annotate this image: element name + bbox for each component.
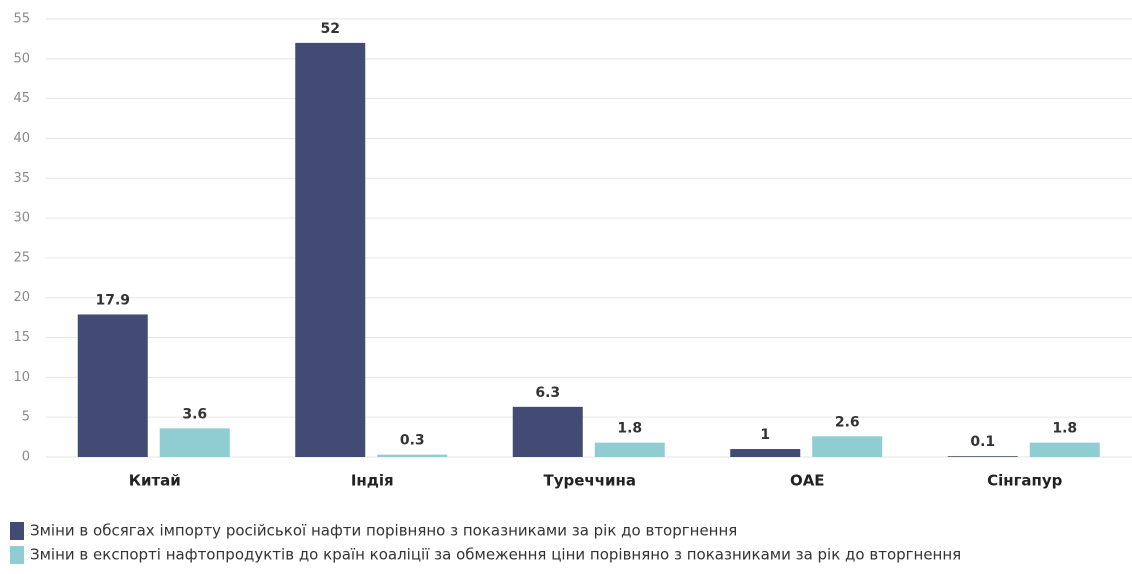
y-tick-label: 40 (13, 131, 30, 146)
bar (594, 442, 665, 457)
x-tick-label: Туреччина (543, 472, 636, 490)
y-tick-label: 55 (13, 12, 30, 27)
y-tick-label: 35 (13, 171, 30, 186)
value-label: 2.6 (835, 414, 860, 430)
legend-swatch (10, 546, 24, 564)
x-tick-label: Сінгапур (987, 472, 1063, 490)
y-tick-label: 10 (13, 370, 30, 385)
y-tick-label: 50 (13, 51, 30, 66)
bar (1029, 442, 1100, 457)
bar (730, 449, 801, 457)
y-tick-label: 5 (22, 410, 30, 425)
value-label: 1.8 (1052, 421, 1077, 437)
bar (512, 406, 583, 457)
y-tick-label: 0 (22, 450, 30, 465)
y-tick-label: 15 (13, 330, 30, 345)
legend-label: Зміни в експорті нафтопродуктів до країн… (30, 546, 961, 564)
bar (159, 428, 230, 457)
x-tick-label: Індія (351, 472, 394, 490)
x-tick-label: Китай (129, 472, 181, 490)
legend-label: Зміни в обсягах імпорту російської нафти… (30, 522, 737, 540)
value-label: 0.1 (970, 434, 995, 450)
bar (377, 454, 448, 457)
value-label: 3.6 (182, 406, 207, 422)
x-tick-label: ОАЕ (790, 472, 825, 490)
y-tick-label: 25 (13, 250, 30, 265)
bar (295, 42, 366, 458)
value-label: 6.3 (535, 385, 560, 401)
y-tick-label: 45 (13, 91, 30, 106)
value-label: 17.9 (95, 292, 130, 308)
legend-swatch (10, 522, 24, 540)
y-tick-label: 20 (13, 290, 30, 305)
value-label: 1 (760, 427, 770, 443)
value-label: 0.3 (400, 433, 425, 449)
bar (77, 314, 148, 457)
value-label: 52 (321, 21, 340, 37)
bar (947, 456, 1018, 457)
bar (812, 436, 883, 457)
y-tick-label: 30 (13, 211, 30, 226)
value-label: 1.8 (617, 421, 642, 437)
